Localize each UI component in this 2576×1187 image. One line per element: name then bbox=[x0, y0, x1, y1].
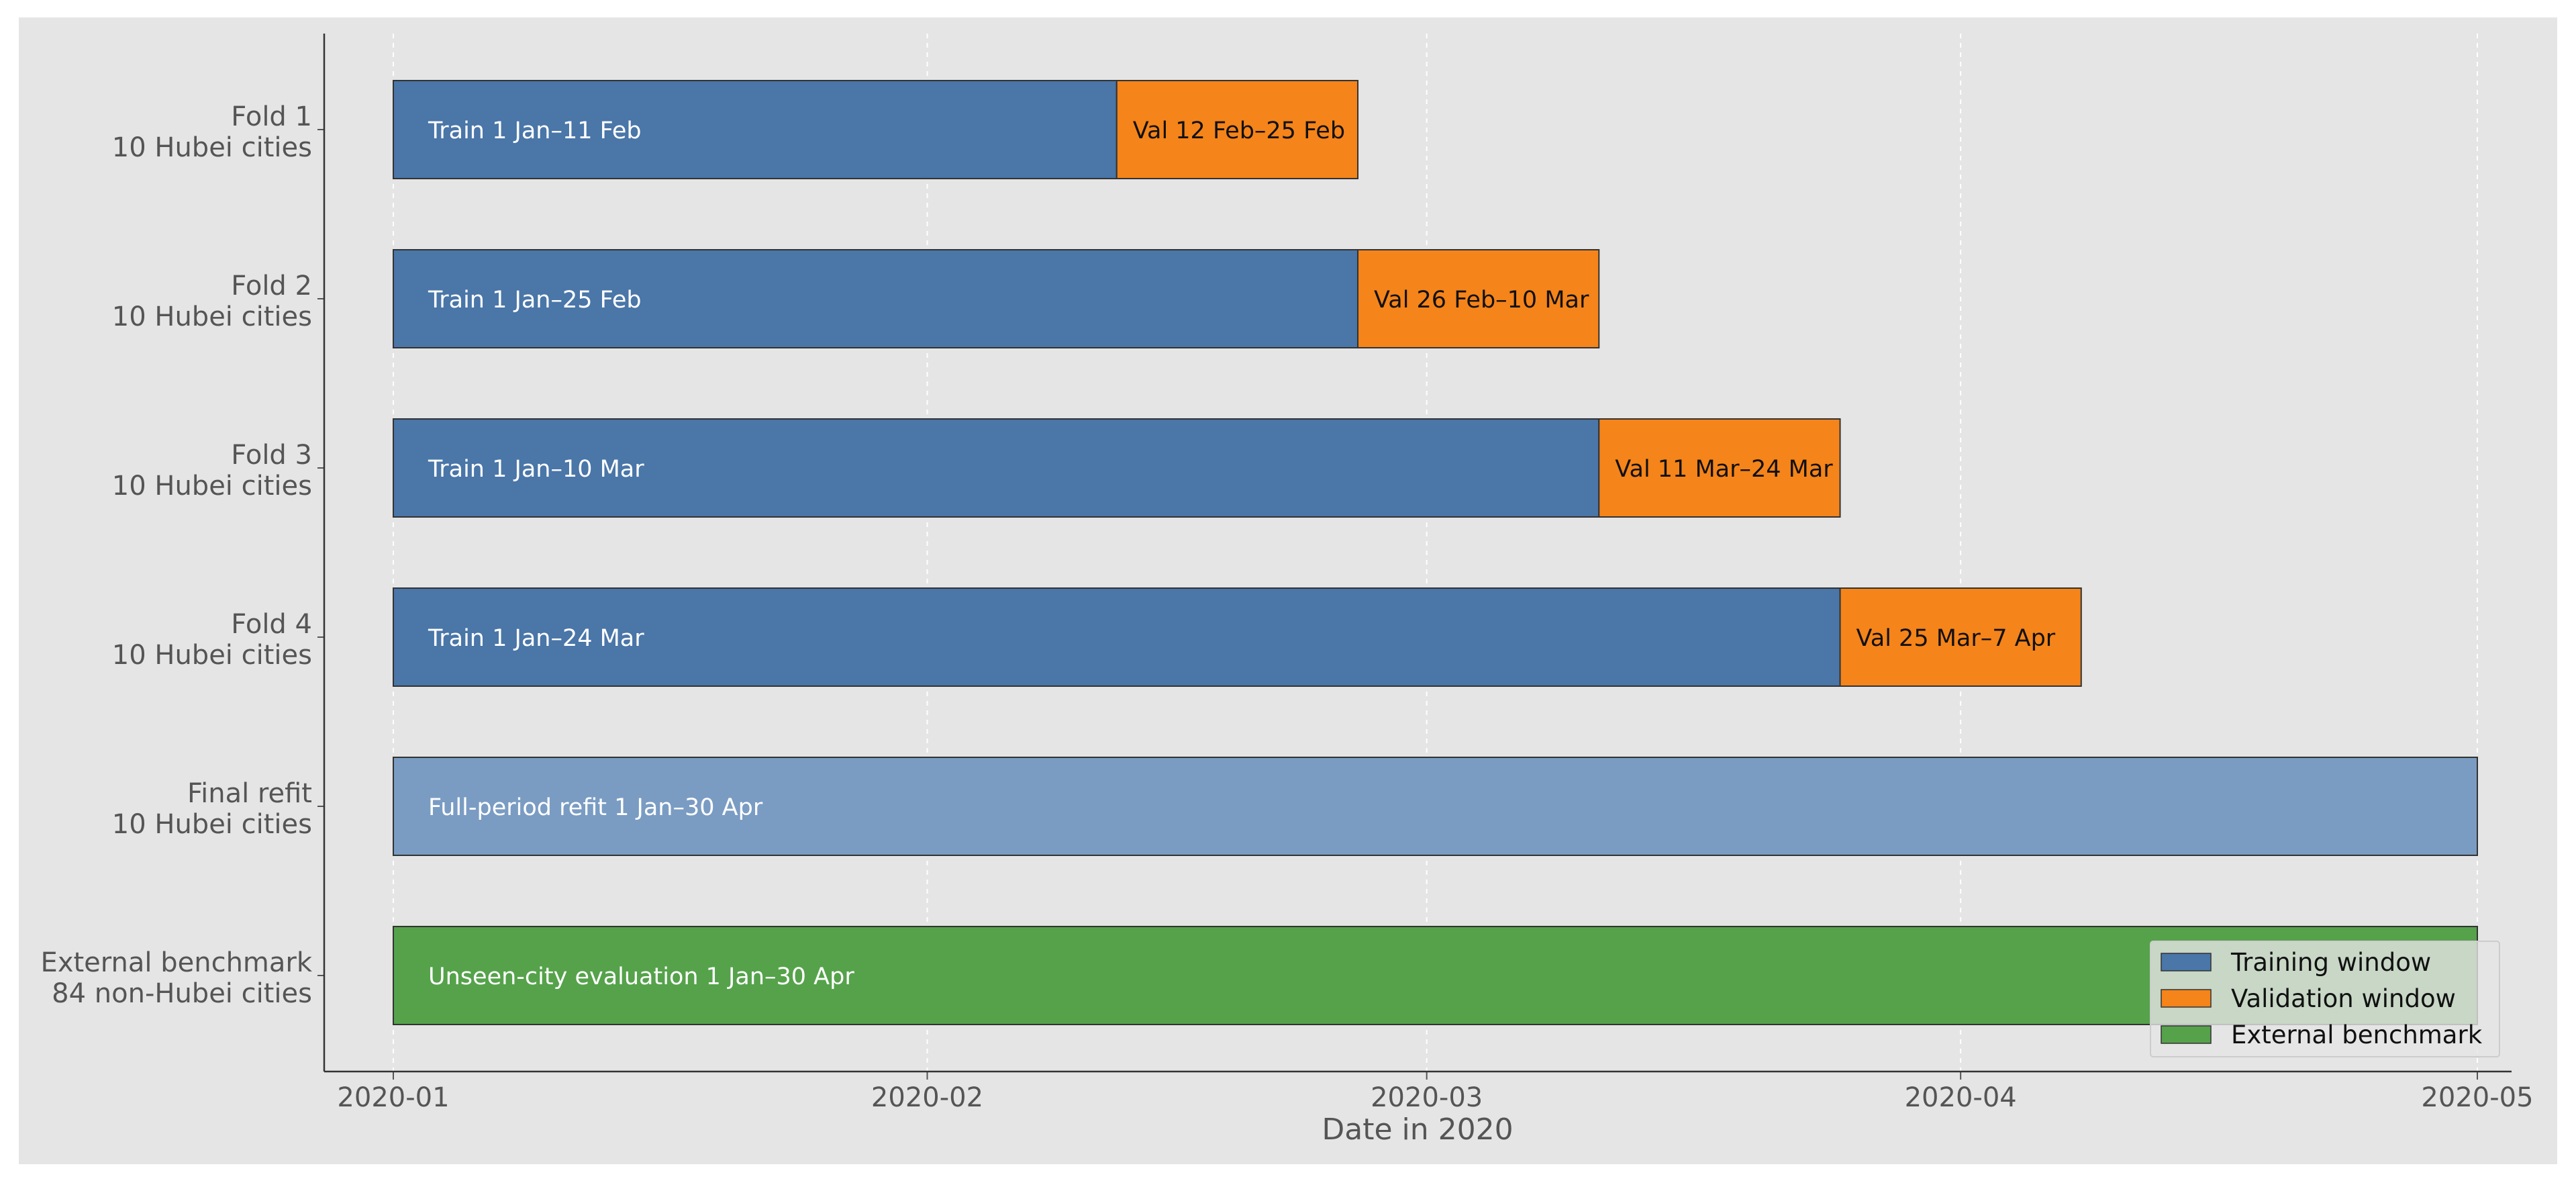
axes: 2020-01 2020-02 2020-03 2020-04 2020-05 Fold … bbox=[41, 34, 2534, 1113]
legend-label: Validation window bbox=[2231, 984, 2456, 1013]
y-tick-sublabel: 10 Hubei cities bbox=[112, 809, 312, 840]
bar-label: Train 1 Jan–24 Mar bbox=[428, 625, 644, 652]
bar-label: Train 1 Jan–25 Feb bbox=[428, 287, 642, 314]
y-tick-sublabel: 10 Hubei cities bbox=[112, 471, 312, 502]
legend-label: External benchmark bbox=[2231, 1020, 2483, 1049]
bar-label: Train 1 Jan–11 Feb bbox=[428, 117, 642, 144]
y-tick-label: Final refit bbox=[187, 778, 312, 809]
y-tick-label: Fold 1 bbox=[231, 101, 312, 132]
bar-training-window bbox=[393, 418, 1600, 518]
bar-label: Val 26 Feb–10 Mar bbox=[1374, 287, 1589, 314]
bar-validation-window bbox=[1839, 587, 2082, 687]
bar-external-benchmark bbox=[393, 926, 2478, 1025]
bars: Train 1 Jan–11 Feb Val 12 Feb–25 Feb Train… bbox=[393, 80, 2478, 1025]
y-tick-sublabel: 10 Hubei cities bbox=[112, 640, 312, 671]
legend-swatch bbox=[2161, 953, 2212, 971]
y-tick-sublabel: 10 Hubei cities bbox=[112, 301, 312, 332]
legend-swatch bbox=[2161, 989, 2212, 1008]
bar-label: Train 1 Jan–10 Mar bbox=[428, 456, 644, 483]
y-tick-label: Fold 2 bbox=[231, 271, 312, 301]
x-tick-label: 2020-03 bbox=[1371, 1082, 1483, 1113]
bar-training-window bbox=[393, 80, 1118, 179]
bar-validation-window bbox=[1357, 249, 1600, 348]
x-axis-label: Date in 2020 bbox=[1322, 1112, 1513, 1147]
x-tick-label: 2020-04 bbox=[1905, 1082, 2017, 1113]
y-tick-label: Fold 4 bbox=[231, 609, 312, 640]
y-tick-sublabel: 10 Hubei cities bbox=[112, 132, 312, 163]
bar-full-period-refit bbox=[393, 757, 2478, 856]
legend-label: Training window bbox=[2230, 948, 2431, 977]
gridlines bbox=[393, 34, 2478, 1072]
x-tick-label: 2020-01 bbox=[337, 1082, 449, 1113]
bar-label: Full-period refit 1 Jan–30 Apr bbox=[428, 794, 763, 821]
bar-training-window bbox=[393, 249, 1359, 348]
y-tick-sublabel: 84 non-Hubei cities bbox=[52, 978, 312, 1009]
bar-label: Val 11 Mar–24 Mar bbox=[1615, 456, 1833, 483]
legend: Training window Validation window External… bbox=[2150, 941, 2500, 1057]
legend-box bbox=[2150, 941, 2500, 1057]
bar-label: Val 25 Mar–7 Apr bbox=[1856, 625, 2056, 652]
bar-label: Unseen-city evaluation 1 Jan–30 Apr bbox=[428, 963, 854, 990]
bar-validation-window bbox=[1598, 418, 1841, 518]
bar-training-window bbox=[393, 587, 1841, 687]
bar-validation-window bbox=[1116, 80, 1359, 179]
y-tick-label: External benchmark bbox=[41, 947, 313, 978]
y-tick-label: Fold 3 bbox=[231, 440, 312, 471]
x-tick-label: 2020-02 bbox=[871, 1082, 983, 1113]
x-tick-label: 2020-05 bbox=[2421, 1082, 2533, 1113]
legend-swatch bbox=[2161, 1025, 2212, 1044]
bar-label: Val 12 Feb–25 Feb bbox=[1133, 117, 1345, 144]
